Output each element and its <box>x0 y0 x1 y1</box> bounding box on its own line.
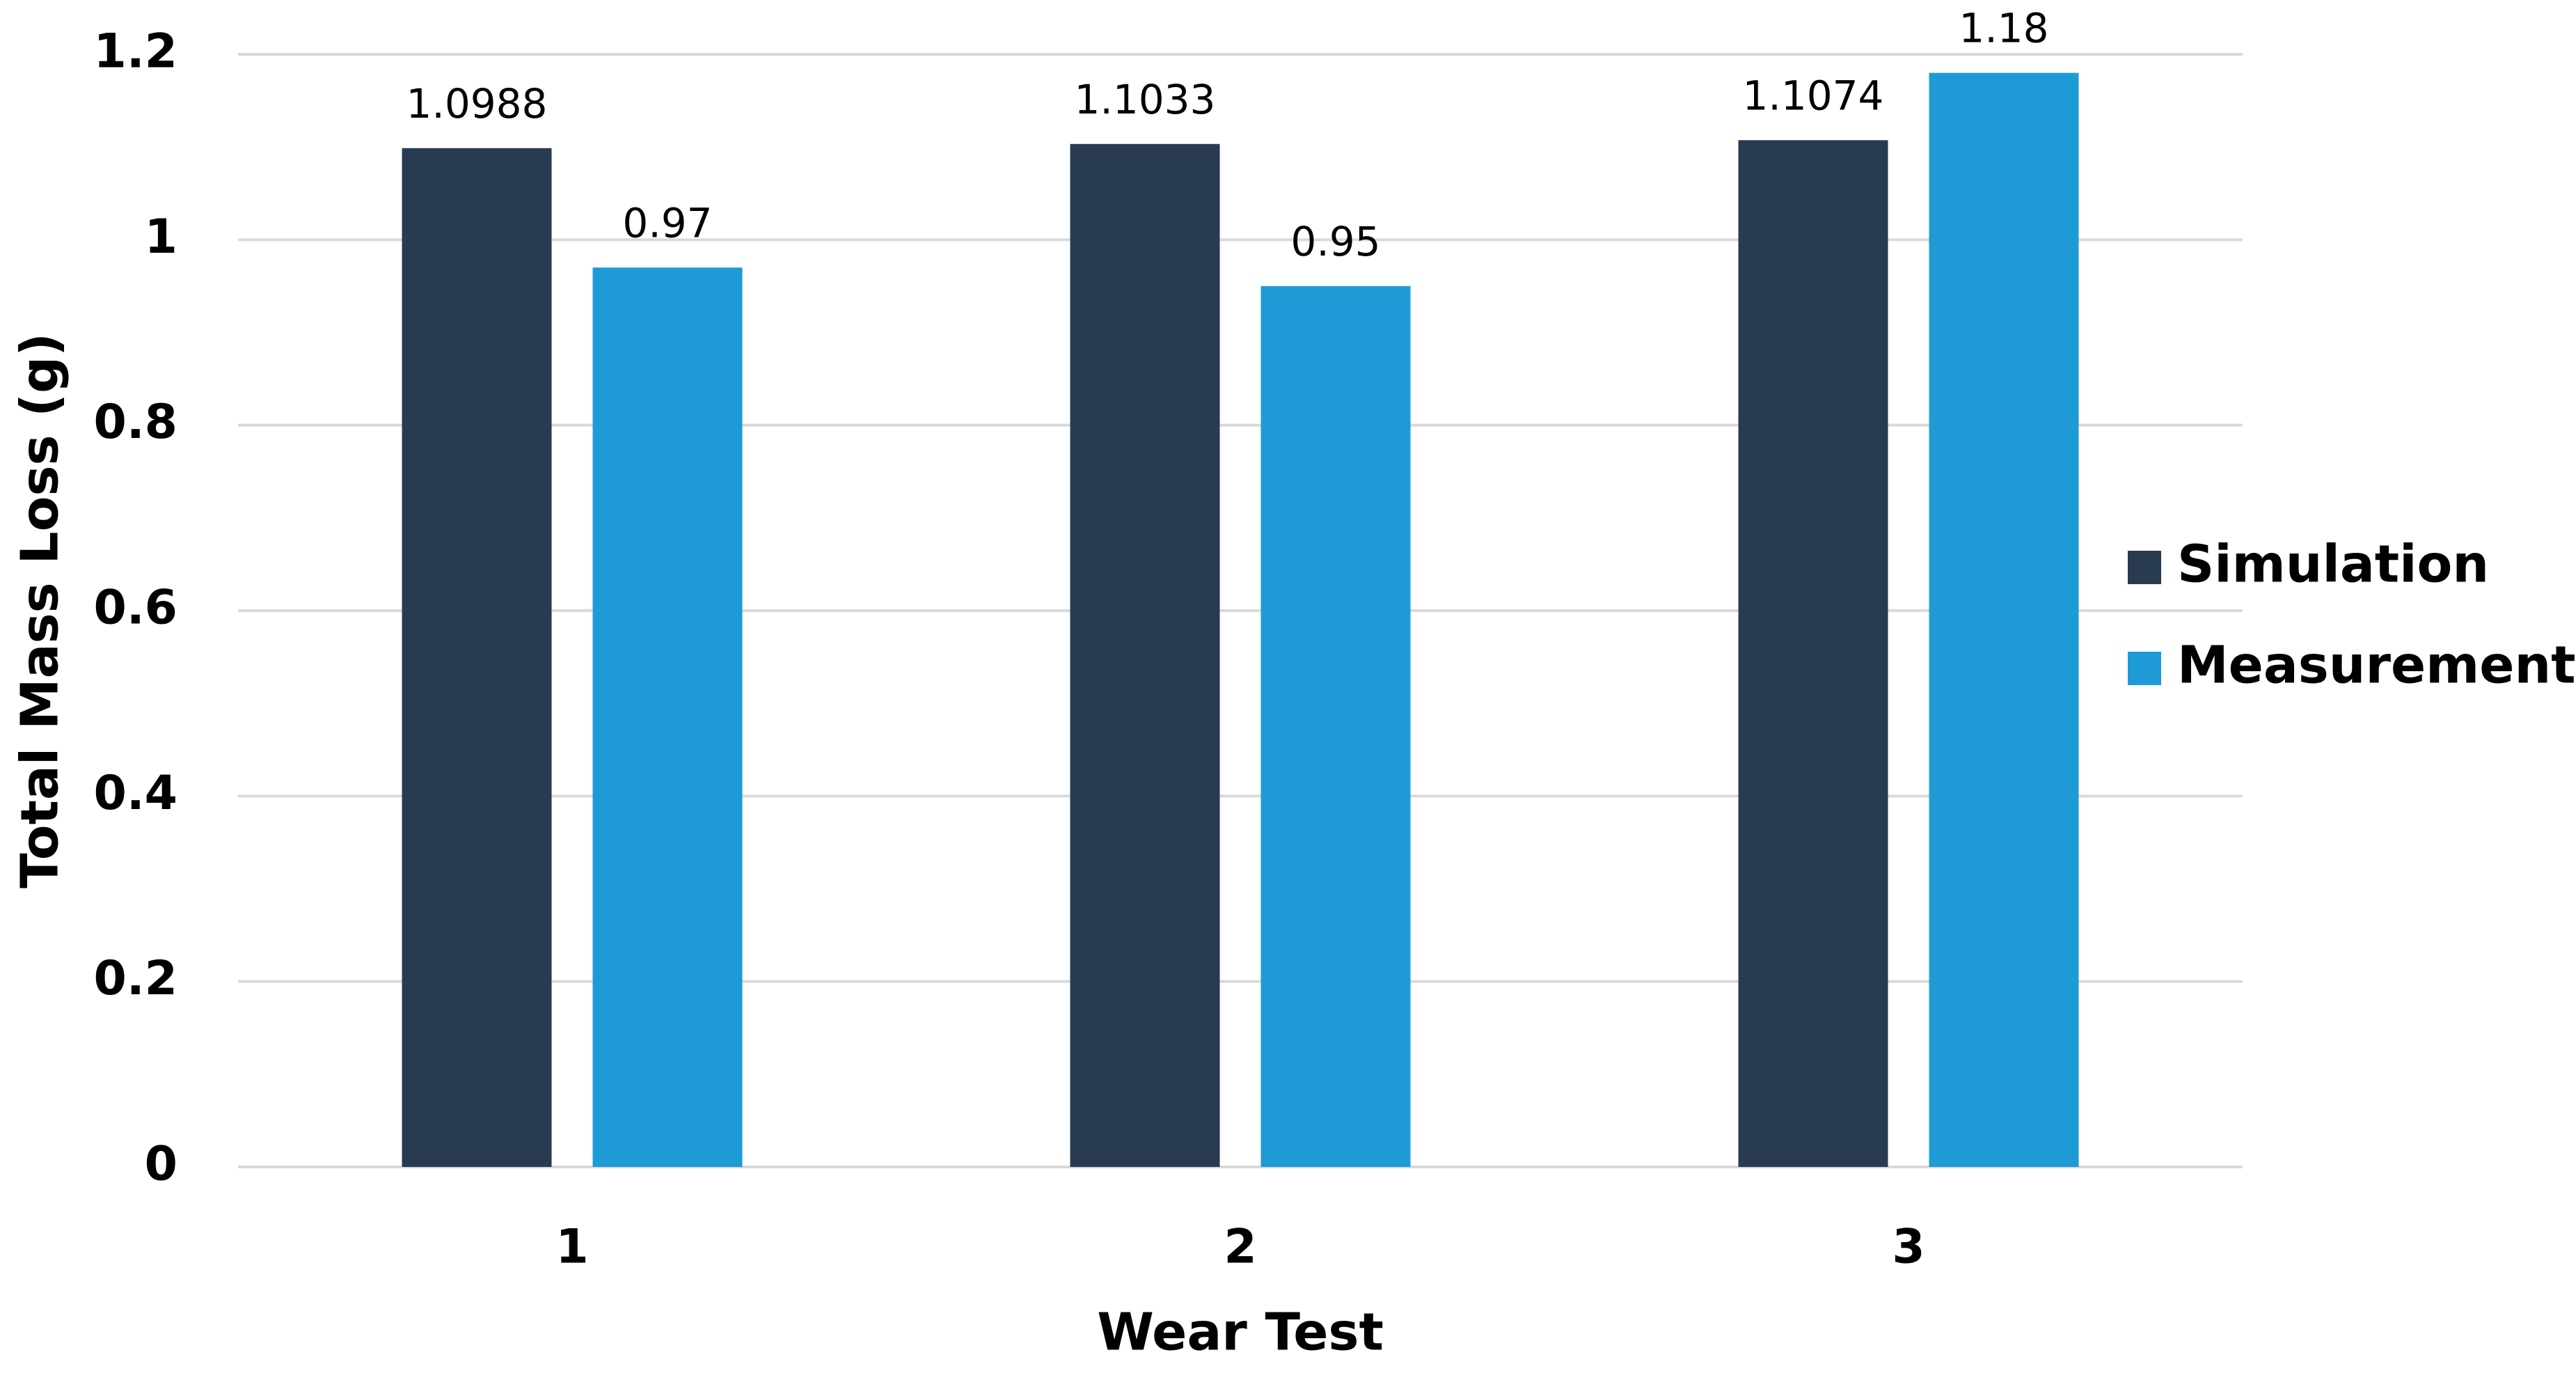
x-tick-label: 2 <box>1224 1220 1256 1275</box>
y-tick-label: 0.4 <box>94 766 177 821</box>
bar <box>1929 72 2079 1168</box>
y-tick-label: 0 <box>145 1137 177 1192</box>
bar <box>402 148 552 1168</box>
bar <box>1261 285 1411 1168</box>
data-label: 1.1074 <box>1743 72 1884 119</box>
y-tick-label: 0.8 <box>94 395 177 450</box>
y-tick-label: 0.6 <box>94 581 177 636</box>
data-label: 1.1033 <box>1075 76 1216 123</box>
bar <box>1738 140 1888 1167</box>
y-tick-label: 1 <box>145 210 177 265</box>
data-label: 0.97 <box>622 199 712 246</box>
y-axis-title: Total Mass Loss (g) <box>10 333 70 888</box>
legend-swatch <box>2128 652 2161 685</box>
y-tick-label: 1.2 <box>94 24 177 79</box>
x-tick-label: 1 <box>555 1220 588 1275</box>
bar <box>1070 143 1220 1167</box>
data-label: 1.18 <box>1959 5 2048 52</box>
data-label: 1.0988 <box>406 80 548 127</box>
x-tick-label: 3 <box>1892 1220 1925 1275</box>
data-label: 0.95 <box>1290 218 1380 265</box>
legend-label: Measurement <box>2177 636 2576 696</box>
y-tick-label: 0.2 <box>94 951 177 1006</box>
x-axis-title: Wear Test <box>1097 1303 1384 1363</box>
legend-swatch <box>2128 551 2161 584</box>
legend-label: Simulation <box>2177 535 2489 595</box>
bar <box>592 267 743 1167</box>
